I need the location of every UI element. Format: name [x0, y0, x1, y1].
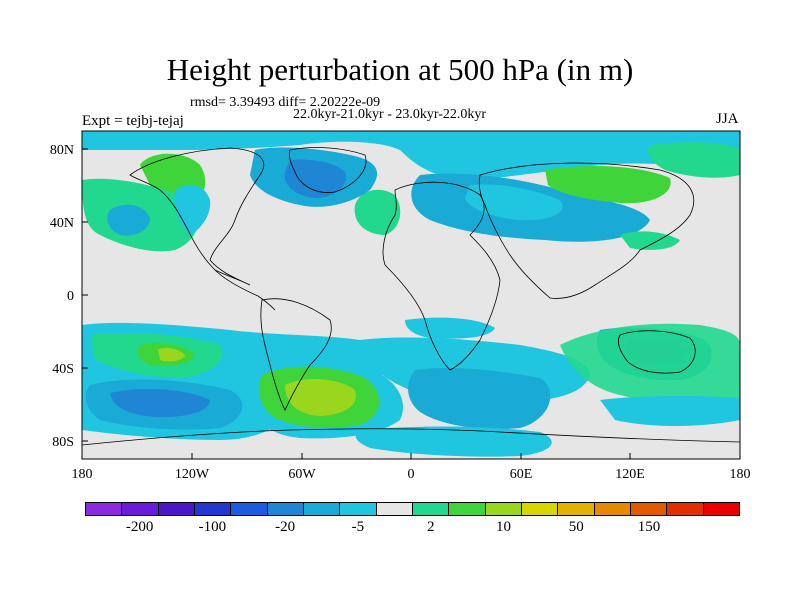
colorbar-swatch	[412, 503, 450, 515]
lat-tick-40s: 40S	[52, 362, 74, 377]
lon-tick-60e: 60E	[510, 467, 533, 482]
south-america-outline	[260, 298, 332, 411]
colorbar-swatch	[485, 503, 522, 515]
colorbar-swatch	[558, 503, 595, 515]
lon-tick-180e: 180	[730, 467, 751, 482]
colorbar-swatch	[594, 503, 631, 515]
colorbar-swatch	[122, 503, 159, 515]
rmsd-line: rmsd= 3.39493 diff= 2.20222e-09	[190, 95, 381, 110]
south-indian-blue	[408, 367, 551, 430]
north-atlantic-green	[354, 189, 401, 235]
period-line: 22.0kyr-21.0kyr - 23.0kyr-22.0kyr	[293, 107, 487, 122]
south-pacific-blue-core	[110, 389, 210, 418]
central-america-outline	[214, 269, 276, 311]
east-pacific-green	[648, 142, 740, 178]
asia-outline	[478, 162, 695, 299]
indian-ocean-cyan-2	[405, 317, 495, 339]
north-asia-core	[465, 184, 563, 221]
europe-africa-outline	[382, 181, 501, 371]
lon-tick-0: 0	[408, 467, 415, 482]
colorbar-swatch	[340, 503, 377, 515]
lat-tick-80n: 80N	[50, 143, 74, 158]
colorbar-label: -20	[275, 519, 296, 535]
siberia-green	[545, 166, 671, 204]
south-pacific-yellow	[158, 347, 185, 362]
lon-tick-120e: 120E	[615, 467, 645, 482]
colorbar-swatch	[267, 503, 304, 515]
lon-tick-180w: 180	[72, 467, 93, 482]
lat-tick-0: 0	[67, 289, 74, 304]
colorbar-swatch	[703, 503, 739, 515]
south-pacific-east-green	[560, 323, 740, 404]
colorbar-swatch	[231, 503, 268, 515]
colorbar-label: -200	[125, 519, 154, 535]
colorbar-swatch	[158, 503, 195, 515]
colorbar-label: 10	[495, 519, 511, 535]
experiment-label: Expt = tejbj-tejaj	[82, 113, 184, 129]
greenland-core	[284, 159, 346, 198]
australia-outline	[618, 330, 696, 374]
pacific-southeast-green	[620, 231, 680, 250]
colorbar-label: -5	[351, 519, 365, 535]
colorbar-label: -100	[198, 519, 227, 535]
colorbar-swatch	[449, 503, 486, 515]
perturbation-fill-layer	[82, 131, 740, 457]
north-pacific-blue	[107, 204, 150, 236]
colorbar-swatch	[376, 503, 413, 515]
colorbar-swatch	[303, 503, 341, 515]
colorbar-swatch	[630, 503, 668, 515]
north-america-outline	[129, 147, 265, 286]
colorbar-label: 150	[637, 519, 661, 535]
lat-tick-40n: 40N	[50, 216, 74, 231]
lon-tick-60w: 60W	[288, 467, 316, 482]
colorbar	[85, 502, 740, 516]
colorbar-swatch	[667, 503, 704, 515]
colorbar-label: 50	[568, 519, 584, 535]
axis-ticks	[81, 148, 741, 459]
lat-tick-80s: 80S	[52, 435, 74, 450]
south-atlantic-yellow	[285, 378, 356, 416]
southeast-pacific-cyan	[600, 395, 740, 426]
colorbar-label: 2	[426, 519, 435, 535]
colorbar-swatch	[194, 503, 232, 515]
antarctica-outline	[82, 428, 740, 446]
antarctic-cyan	[355, 426, 552, 457]
lon-tick-120w: 120W	[175, 467, 210, 482]
colorbar-swatch	[521, 503, 559, 515]
season-label: JJA	[716, 111, 739, 127]
greenland-outline	[288, 147, 367, 193]
colorbar-swatch	[86, 503, 123, 515]
coastlines	[82, 147, 740, 446]
map-title: Height perturbation at 500 hPa (in m)	[166, 52, 634, 87]
north-america-west	[174, 184, 211, 235]
